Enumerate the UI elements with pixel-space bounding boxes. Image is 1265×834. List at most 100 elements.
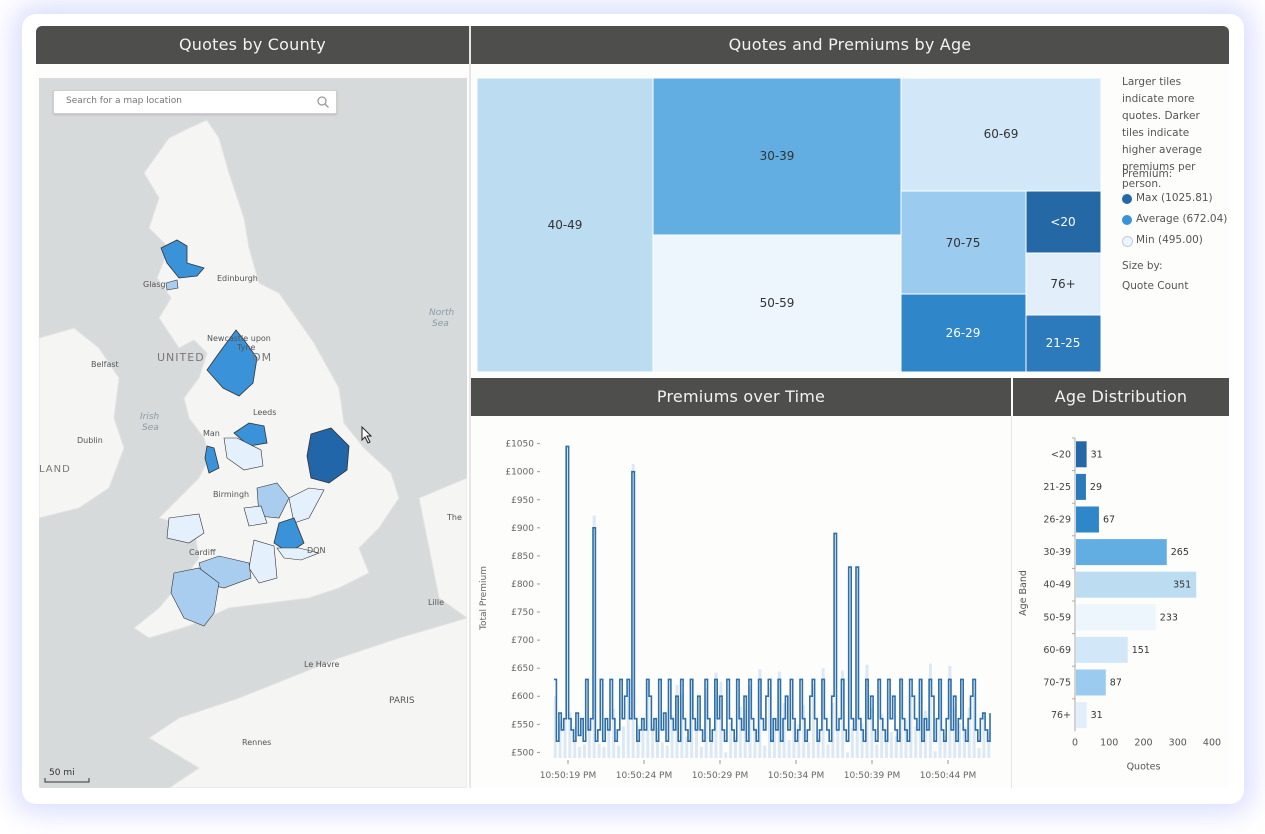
age-bar[interactable] bbox=[1076, 636, 1128, 663]
legend-min-swatch bbox=[1122, 236, 1133, 247]
bar-value-label: 233 bbox=[1160, 612, 1178, 623]
tile-lt20[interactable] bbox=[1025, 190, 1101, 254]
map-label: Rennes bbox=[242, 738, 272, 747]
map-label: LAND bbox=[39, 464, 71, 475]
y-tick-label: £750 bbox=[511, 608, 534, 618]
tile-76-plus[interactable] bbox=[1025, 252, 1101, 316]
category-label: 76+ bbox=[1051, 710, 1071, 721]
category-label: 70-75 bbox=[1043, 678, 1071, 689]
map-label: Birmingh bbox=[213, 490, 250, 499]
cursor-icon bbox=[361, 426, 373, 444]
dashboard: Quotes by County Quotes and Premiums by … bbox=[36, 26, 1229, 788]
bar-value-label: 31 bbox=[1091, 710, 1103, 721]
map-label: Tyne bbox=[237, 343, 256, 352]
map-label: North bbox=[429, 308, 455, 318]
age-bar[interactable] bbox=[1076, 473, 1086, 500]
y-tick-label: £1050 bbox=[505, 440, 534, 450]
age-bar[interactable] bbox=[1076, 539, 1167, 566]
bar-value-label: 265 bbox=[1171, 547, 1189, 558]
x-tick-label: 200 bbox=[1134, 737, 1152, 748]
age-treemap[interactable]: 40-49 30-39 50-59 60-69 70-75 <20 76+ 26… bbox=[477, 78, 1101, 373]
x-tick-label: 400 bbox=[1203, 737, 1221, 748]
x-tick-label: 10:50:39 PM bbox=[844, 771, 900, 781]
tile-label: 70-75 bbox=[946, 236, 981, 250]
bar-value-label: 29 bbox=[1090, 482, 1102, 493]
y-tick-label: £600 bbox=[511, 692, 534, 702]
legend-max: Max (1025.81) bbox=[1136, 192, 1213, 204]
map-label: Edinburgh bbox=[217, 274, 258, 283]
category-label: 40-49 bbox=[1043, 580, 1071, 591]
bar-value-label: 31 bbox=[1091, 449, 1103, 460]
y-tick-label: £900 bbox=[511, 524, 534, 534]
legend-min: Min (495.00) bbox=[1136, 234, 1203, 246]
y-axis-title: Total Premium bbox=[479, 566, 489, 631]
category-label: 21-25 bbox=[1043, 482, 1071, 493]
map-label: Cardiff bbox=[189, 548, 216, 557]
legend-size-label: Size by: bbox=[1122, 260, 1163, 272]
legend-average: Average (672.04) bbox=[1136, 213, 1228, 225]
legend-description: Larger tiles indicate more quotes. Darke… bbox=[1122, 76, 1202, 190]
map-label: Lille bbox=[428, 598, 445, 607]
age-bar[interactable] bbox=[1076, 441, 1087, 468]
premiums-chart[interactable]: £500 £550 £600 £650 £700 £750 £800 £850 £900 £950… bbox=[472, 418, 1010, 788]
category-label: 26-29 bbox=[1043, 515, 1071, 526]
map-label: Man bbox=[203, 429, 220, 438]
bar-value-label: 351 bbox=[1173, 580, 1191, 591]
tile-label: 21-25 bbox=[1046, 336, 1081, 350]
age-bar[interactable] bbox=[1076, 604, 1156, 631]
time-header: Premiums over Time bbox=[471, 378, 1011, 416]
bar-value-label: 87 bbox=[1110, 678, 1122, 689]
age-bar[interactable] bbox=[1076, 506, 1099, 533]
tile-label: <20 bbox=[1050, 215, 1075, 229]
category-label: 30-39 bbox=[1043, 547, 1071, 558]
map-label: Sea bbox=[142, 423, 159, 433]
category-label: <20 bbox=[1051, 449, 1071, 460]
age-header: Quotes and Premiums by Age bbox=[471, 26, 1229, 64]
age-bar[interactable] bbox=[1076, 571, 1197, 598]
y-tick-label: £800 bbox=[511, 580, 534, 590]
y-tick-label: £700 bbox=[511, 636, 534, 646]
bar-value-label: 151 bbox=[1132, 645, 1150, 656]
x-tick-label: 10:50:24 PM bbox=[616, 771, 672, 781]
map-label: Dublin bbox=[77, 436, 103, 445]
tile-21-25[interactable] bbox=[1025, 314, 1101, 373]
bar-value-label: 67 bbox=[1103, 515, 1115, 526]
legend-avg-swatch bbox=[1122, 215, 1132, 225]
tile-60-69[interactable] bbox=[900, 78, 1101, 192]
tile-label: 50-59 bbox=[760, 296, 795, 310]
tile-label: 76+ bbox=[1050, 277, 1075, 291]
map-label: DON bbox=[307, 546, 326, 555]
tile-label: 40-49 bbox=[548, 218, 583, 232]
y-tick-label: £550 bbox=[511, 720, 534, 730]
y-axis-title: Age Band bbox=[1018, 570, 1029, 616]
divider bbox=[1011, 416, 1012, 788]
county-header: Quotes by County bbox=[36, 26, 469, 64]
tile-label: 30-39 bbox=[760, 149, 795, 163]
legend-size-value: Quote Count bbox=[1122, 280, 1189, 292]
premium-series-line[interactable] bbox=[554, 445, 991, 742]
y-tick-label: £850 bbox=[511, 552, 534, 562]
age-bar[interactable] bbox=[1076, 702, 1087, 729]
map-scale: 50 mi bbox=[49, 768, 75, 778]
map-label: Newcastle upon bbox=[207, 334, 271, 343]
x-tick-label: 0 bbox=[1072, 737, 1078, 748]
map-label: Sea bbox=[432, 319, 449, 329]
y-tick-label: £650 bbox=[511, 664, 534, 674]
x-tick-label: 10:50:44 PM bbox=[920, 771, 976, 781]
x-axis-title: Quotes bbox=[1127, 761, 1161, 772]
map-label: PARIS bbox=[389, 696, 415, 706]
legend-max-swatch bbox=[1122, 194, 1132, 204]
map-label: Irish bbox=[140, 412, 160, 422]
search-icon[interactable] bbox=[316, 95, 330, 109]
age-bar[interactable] bbox=[1076, 669, 1106, 696]
tile-40-49[interactable] bbox=[477, 78, 654, 373]
dist-header: Age Distribution bbox=[1013, 378, 1229, 416]
x-tick-label: 300 bbox=[1169, 737, 1187, 748]
map-label: OM bbox=[252, 351, 273, 364]
age-distribution-chart[interactable]: <20 31 21-25 29 26-29 67 30-39 265 40-49 351 50-59… bbox=[1012, 418, 1229, 788]
map-search[interactable] bbox=[53, 90, 337, 114]
map-search-input[interactable] bbox=[64, 95, 308, 107]
tile-50-59[interactable] bbox=[652, 234, 902, 373]
tile-26-29[interactable] bbox=[900, 293, 1027, 373]
county-map[interactable]: Edinburgh Glasg Newcastle upon Tyne UNIT… bbox=[39, 78, 467, 788]
